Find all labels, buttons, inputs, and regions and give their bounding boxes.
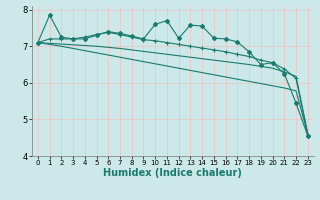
X-axis label: Humidex (Indice chaleur): Humidex (Indice chaleur): [103, 168, 242, 178]
